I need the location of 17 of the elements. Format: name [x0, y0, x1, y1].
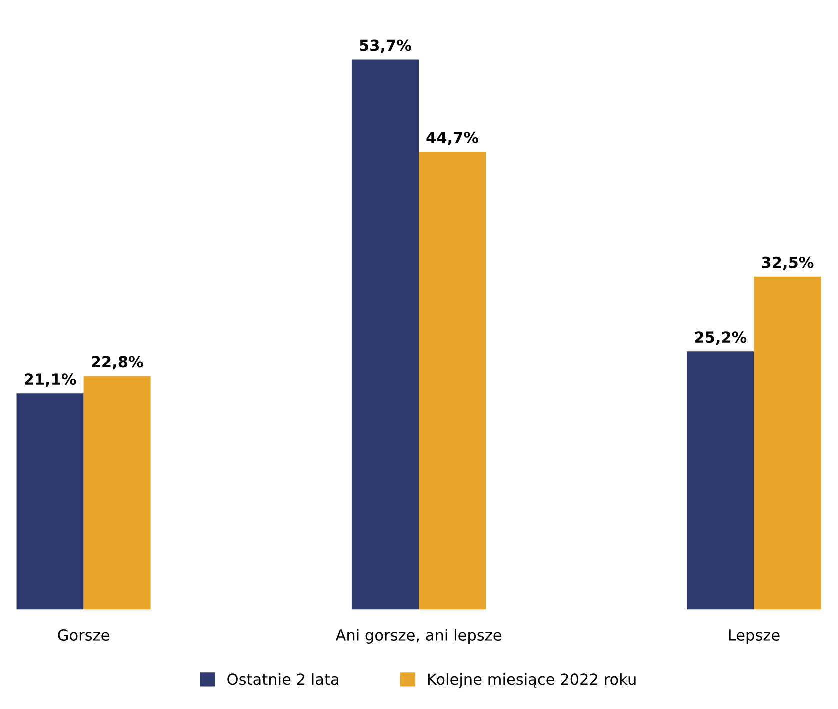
x-tick-label: Ani gorsze, ani lepsze [336, 629, 502, 644]
bar [352, 60, 419, 610]
legend-label: Kolejne miesiące 2022 roku [428, 673, 636, 688]
data-label: 22,8% [92, 356, 144, 370]
data-label: 53,7% [360, 40, 412, 54]
data-label: 44,7% [426, 132, 479, 146]
legend-label: Ostatnie 2 lata [228, 673, 338, 686]
bar [687, 352, 754, 610]
bar [419, 152, 486, 610]
x-tick-label: Gorsze [58, 629, 110, 642]
x-tick-label: Lepsze [729, 630, 780, 644]
bar [16, 394, 84, 610]
bar [754, 276, 822, 610]
bar [84, 376, 151, 610]
data-label: 21,1% [24, 374, 76, 388]
data-label: 25,2% [695, 332, 747, 346]
data-label: 32,5% [762, 256, 814, 270]
